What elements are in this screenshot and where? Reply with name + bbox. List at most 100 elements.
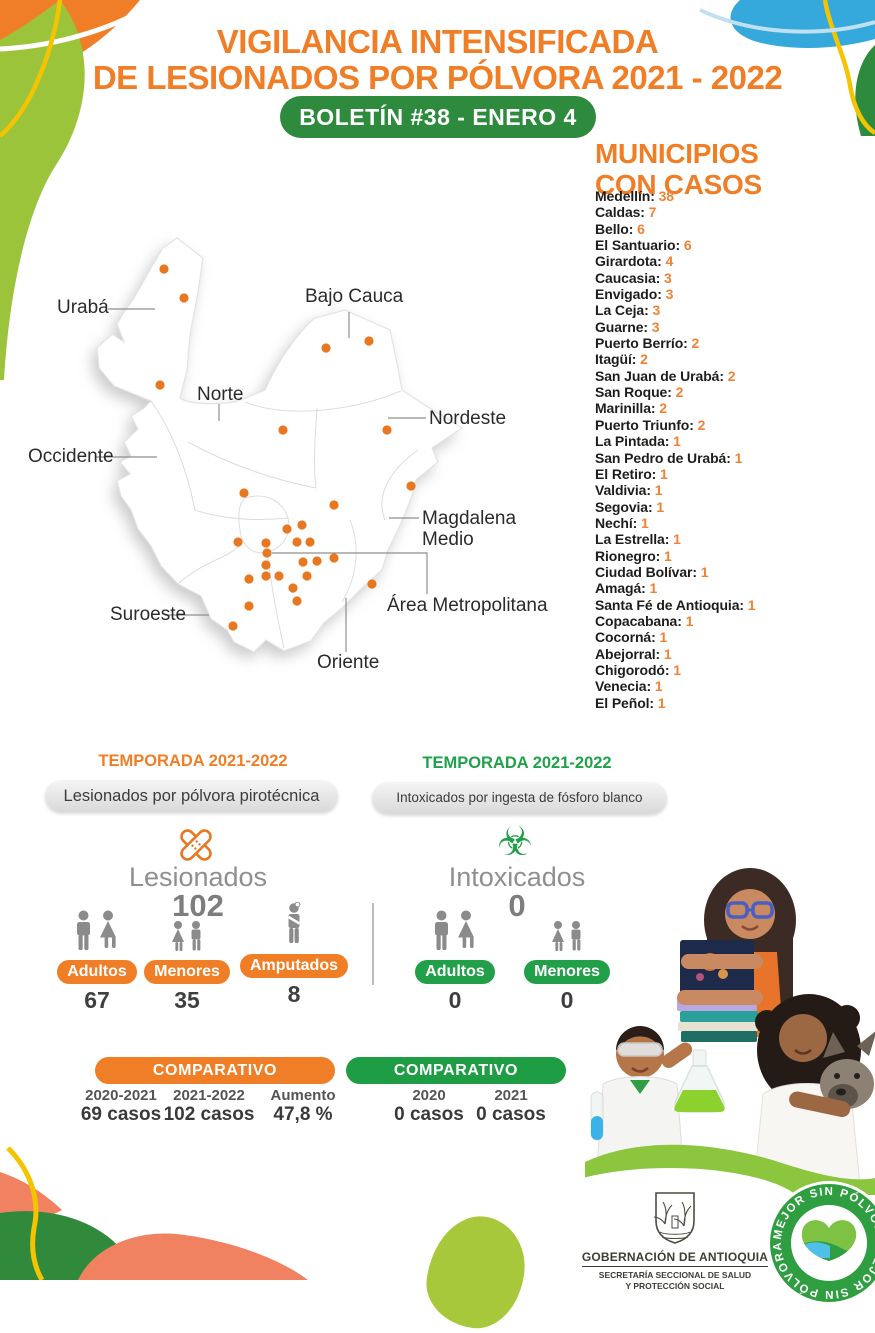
case-dot [261,571,271,581]
case-dot [155,380,165,390]
biohazard-icon: ☣ [497,819,533,865]
region-borders [150,390,419,649]
municipio-row: La Pintada: 1 [595,433,681,450]
municipio-row: Rionegro: 1 [595,547,672,564]
children-icon [167,906,207,956]
municipio-row: El Retiro: 1 [595,465,668,482]
municipio-row: La Estrella: 1 [595,531,681,548]
title-line2: DE LESIONADOS POR PÓLVORA 2021 - 2022 [92,59,783,96]
antioquia-map [95,237,464,653]
polvora-heading: TEMPORADA 2021-2022 [98,752,288,770]
case-dot [244,601,254,611]
bulletin-banner: BOLETÍN #38 - ENERO 4 [280,96,596,138]
case-dot [228,621,238,631]
municipio-row: La Ceja: 3 [595,302,661,319]
case-dot [261,538,271,548]
fosforo-heading: TEMPORADA 2021-2022 [422,754,612,772]
municipio-row: El Santuario: 6 [595,237,692,254]
comparativo-polvora-col1: 2020-2021 69 casos [80,1087,162,1126]
municipio-row: Valdivia: 1 [595,482,663,499]
case-dot [179,293,189,303]
case-dot [321,343,331,353]
municipio-row: Girardota: 4 [595,253,674,270]
municipio-row: Itagüí: 2 [595,351,648,368]
adults-icon [431,906,479,956]
municipio-row: Segovia: 1 [595,498,665,515]
case-dot [406,481,416,491]
municipio-row: Caldas: 7 [595,204,657,221]
section-divider [372,903,374,985]
map-label-norte: Norte [197,384,244,405]
case-dot [244,574,254,584]
comparativo-polvora-col2: 2021-2022 102 casos [163,1087,255,1126]
case-dot [364,336,374,346]
municipio-row: Puerto Berrío: 2 [595,335,700,352]
municipio-row: Santa Fé de Antioquia: 1 [595,596,756,613]
page-title: VIGILANCIA INTENSIFICADA DE LESIONADOS P… [40,24,835,96]
municipios-list: Medellín: 38 Caldas: 7 Bello: 6 El Santuari… [595,188,873,711]
case-dot [288,583,298,593]
municipio-row: Marinilla: 2 [595,400,667,417]
children-photo [585,862,875,1195]
case-dot [329,500,339,510]
case-dot [312,556,322,566]
decor-bottom-left [0,1146,308,1280]
map-label-oriente: Oriente [317,652,380,673]
children-icon [547,906,587,956]
comparativo-polvora-col3: Aumento 47,8 % [270,1087,336,1126]
adults-icon [73,906,121,956]
comparativo-fosforo-col1: 2020 0 casos [394,1087,464,1126]
case-dot [367,579,377,589]
case-dots [155,264,416,631]
municipio-row: Abejorral: 1 [595,645,672,662]
municipio-row: Guarne: 3 [595,318,660,335]
case-dot [292,537,302,547]
stat-polvora-menores: Menores 35 [144,906,230,1014]
comparativo-fosforo-title: COMPARATIVO [346,1057,566,1084]
municipio-row: Bello: 6 [595,220,645,237]
municipio-row: Copacabana: 1 [595,612,694,629]
stat-fosforo-menores: Menores 0 [524,906,610,1014]
fosforo-total: 0 [508,888,526,923]
stat-polvora-adultos: Adultos 67 [55,906,139,1014]
fosforo-label: Intoxicados [448,862,586,892]
municipio-row: Amagá: 1 [595,580,658,597]
map-label-bajo-cauca: Bajo Cauca [305,286,404,307]
municipio-row: Nechí: 1 [595,514,649,531]
case-dot [298,557,308,567]
antioquia-crest-icon [653,1192,695,1244]
municipio-row: El Peñol: 1 [595,694,666,711]
municipio-row: San Pedro de Urabá: 1 [595,449,743,466]
municipio-row: Medellín: 38 [595,188,674,204]
case-dot [382,425,392,435]
decor-top-left [0,0,162,380]
fosforo-subtitle: Intoxicados por ingesta de fósforo blanc… [372,782,667,814]
map-label-magdalena-medio: Magdalena Medio [422,508,517,550]
municipio-row: Caucasia: 3 [595,269,672,286]
comparativo-fosforo-col2: 2021 0 casos [476,1087,546,1126]
case-dot [233,537,243,547]
case-dot [329,553,339,563]
map-label-occidente: Occidente [28,446,114,467]
municipio-row: San Roque: 2 [595,384,684,401]
case-dot [297,520,307,530]
secretaria-line2: Y PROTECCIÓN SOCIAL [625,1281,725,1292]
polvora-total: 102 [172,888,224,923]
case-dot [274,571,284,581]
crossed-bandages-icon [180,829,212,861]
mejor-sin-polvora-badge: MEJOR SIN PÓLVORA • MEJOR SIN PÓLVORA • [766,1180,875,1305]
map-label-uraba: Urabá [57,297,109,318]
municipios-title: MUNICIPIOS CON CASOS [595,138,762,200]
stat-fosforo-adultos: Adultos 0 [413,906,497,1014]
case-dot [239,488,249,498]
label-leader-lines [95,308,428,652]
polvora-subtitle: Lesionados por pólvora pirotécnica [45,780,338,812]
comparativo-polvora-title: COMPARATIVO [95,1057,335,1084]
case-dot [282,524,292,534]
title-line1: VIGILANCIA INTENSIFICADA [216,23,659,60]
municipio-row: Cocorná: 1 [595,629,668,646]
municipio-row: Envigado: 3 [595,286,674,303]
polvora-label: Lesionados [128,862,268,892]
secretaria-line1: SECRETARÍA SECCIONAL DE SALUD [598,1270,752,1280]
